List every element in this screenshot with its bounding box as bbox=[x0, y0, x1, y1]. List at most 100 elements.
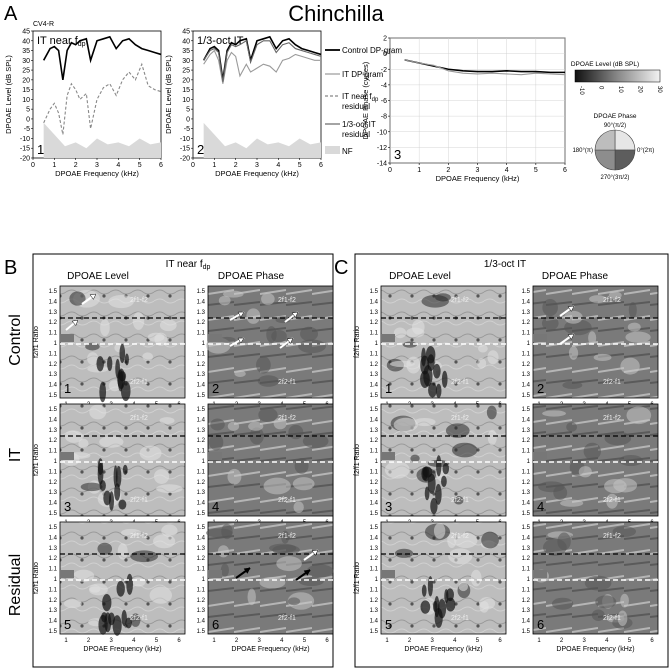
map-number: 5 bbox=[64, 617, 71, 632]
legend-it-near-residual: residual bbox=[342, 102, 370, 111]
y-axis-label: DPOAE Level (dB SPL) bbox=[4, 55, 13, 134]
ratio-tick: 1.1 bbox=[370, 351, 379, 357]
ratio-tick: 1.5 bbox=[197, 525, 206, 531]
map-region-upper: 2f1-f2 bbox=[278, 533, 296, 540]
map-x-tick: 1 bbox=[64, 638, 68, 644]
ratio-tick: 1.4 bbox=[522, 383, 531, 389]
ratio-tick: 1.4 bbox=[522, 299, 531, 305]
ratio-tick: 1.4 bbox=[370, 619, 379, 625]
map-region-upper: 2f1-f2 bbox=[603, 415, 621, 422]
map-x-tick: 3 bbox=[110, 638, 114, 644]
ratio-tick: 1 bbox=[375, 577, 379, 583]
ratio-tick: 1.4 bbox=[370, 417, 379, 423]
map-x-tick: 4 bbox=[453, 638, 457, 644]
map-c-phase-1: 21.51.41.31.21.111.11.21.31.41.51234562f… bbox=[522, 285, 659, 408]
map-region-lower: 2f2-f1 bbox=[278, 497, 296, 504]
colorbar-tick: 0 bbox=[598, 86, 604, 90]
ratio-tick: 1.2 bbox=[370, 438, 379, 444]
y-tick-label: 35 bbox=[22, 48, 30, 55]
phase-wheel-right: 0°(2π) bbox=[637, 148, 654, 154]
ratio-tick: 1.2 bbox=[197, 438, 206, 444]
map-b-level-3: 5 1.5 1.4 1.3 1.2 1.1 1 1.1 1.2 1.3 1.4 1.5 f2/f1 Ra… bbox=[33, 521, 186, 653]
map-y-label: f2/f1 Ratio bbox=[33, 444, 40, 476]
map-region-lower: 2f2-f1 bbox=[278, 615, 296, 622]
y-tick-label: 40 bbox=[182, 38, 190, 45]
nf-area bbox=[43, 122, 161, 158]
x-tick-label: 2 bbox=[74, 162, 78, 169]
x-tick-label: 3 bbox=[255, 162, 259, 169]
ratio-tick: 1.4 bbox=[522, 535, 531, 541]
ratio-tick: 1.3 bbox=[49, 372, 58, 378]
colorbar-tick: 30 bbox=[656, 86, 662, 93]
ratio-tick: 1.3 bbox=[197, 372, 206, 378]
ratio-tick: 1.5 bbox=[370, 525, 379, 531]
subject-id: CV4-R bbox=[33, 21, 54, 28]
y-tick-label: -15 bbox=[20, 146, 30, 153]
x-tick-label: 0 bbox=[31, 162, 35, 169]
ratio-tick: 1.1 bbox=[370, 449, 379, 455]
ratio-tick: 1.2 bbox=[197, 362, 206, 368]
ratio-tick: 1.4 bbox=[197, 501, 206, 507]
ratio-tick: 1.5 bbox=[522, 525, 531, 531]
map-region-lower: 2f2-f1 bbox=[451, 497, 469, 504]
ratio-tick: 1.5 bbox=[370, 393, 379, 399]
x-axis-label: DPOAE Frequency (kHz) bbox=[436, 174, 520, 183]
legend-swatch-nf bbox=[325, 146, 340, 154]
map-b-phase-2: 41.51.41.31.21.111.11.21.31.41.51234562f… bbox=[197, 403, 334, 526]
map-y-label: f2/f1 Ratio bbox=[354, 444, 361, 476]
ratio-tick: 1.2 bbox=[49, 598, 58, 604]
legend-oct: 1/3-oct IT bbox=[342, 120, 376, 129]
y-tick-label: -14 bbox=[377, 161, 387, 168]
map-b-phase-1: 21.51.41.31.21.111.11.21.31.41.51234562f… bbox=[197, 285, 334, 408]
ratio-tick: 1.4 bbox=[370, 501, 379, 507]
ratio-tick: 1 bbox=[54, 577, 58, 583]
panel-letter-b: B bbox=[4, 257, 17, 279]
x-axis-label: DPOAE Frequency (kHz) bbox=[215, 169, 299, 178]
map-x-tick: 2 bbox=[408, 638, 412, 644]
map-region-upper: 2f1-f2 bbox=[278, 415, 296, 422]
map-y-label: f2/f1 Ratio bbox=[354, 562, 361, 594]
x-tick-label: 1 bbox=[417, 167, 421, 174]
ratio-tick: 1.2 bbox=[49, 480, 58, 486]
ratio-tick: 1.3 bbox=[49, 490, 58, 496]
x-tick-label: 0 bbox=[191, 162, 195, 169]
ratio-tick: 1.5 bbox=[49, 511, 58, 517]
colorbar-tick: 20 bbox=[637, 86, 643, 93]
x-tick-label: 1 bbox=[52, 162, 56, 169]
ratio-tick: 1.3 bbox=[370, 372, 379, 378]
ratio-tick: 1.4 bbox=[49, 619, 58, 625]
y-tick-label: -5 bbox=[24, 126, 30, 133]
ratio-tick: 1.2 bbox=[197, 320, 206, 326]
map-region-lower: 2f2-f1 bbox=[130, 379, 148, 386]
ratio-tick: 1.5 bbox=[197, 407, 206, 413]
map-x-tick: 5 bbox=[303, 638, 307, 644]
y-tick-label: 45 bbox=[22, 29, 30, 36]
map-x-tick: 6 bbox=[650, 638, 654, 644]
ratio-tick: 1.5 bbox=[197, 289, 206, 295]
map-x-tick: 6 bbox=[498, 638, 502, 644]
ratio-tick: 1.5 bbox=[49, 629, 58, 635]
ratio-tick: 1.2 bbox=[522, 480, 531, 486]
ratio-tick: 1.1 bbox=[522, 331, 531, 337]
ratio-tick: 1 bbox=[527, 459, 531, 465]
ratio-tick: 1.2 bbox=[197, 480, 206, 486]
colorbar-title: DPOAE Level (dB SPL) bbox=[571, 61, 639, 68]
ratio-tick: 1.3 bbox=[197, 490, 206, 496]
map-number: 5 bbox=[385, 617, 392, 632]
ratio-tick: 1.3 bbox=[197, 428, 206, 434]
phase-wheel-top: 90°(π/2) bbox=[604, 123, 626, 129]
ratio-tick: 1.2 bbox=[370, 556, 379, 562]
map-x-tick: 4 bbox=[605, 638, 609, 644]
ratio-tick: 1.1 bbox=[197, 587, 206, 593]
ratio-tick: 1.1 bbox=[49, 331, 58, 337]
ratio-tick: 1.2 bbox=[522, 362, 531, 368]
ratio-tick: 1.2 bbox=[49, 438, 58, 444]
ratio-tick: 1 bbox=[54, 459, 58, 465]
legend-control: Control DP-gram bbox=[342, 46, 402, 55]
y-tick-label: -12 bbox=[377, 145, 387, 152]
phase-wheel-left: 180°(π) bbox=[572, 148, 593, 154]
b-col-phase: DPOAE Phase bbox=[218, 271, 285, 282]
y-axis-label: DPOAE Level (dB SPL) bbox=[164, 55, 173, 134]
